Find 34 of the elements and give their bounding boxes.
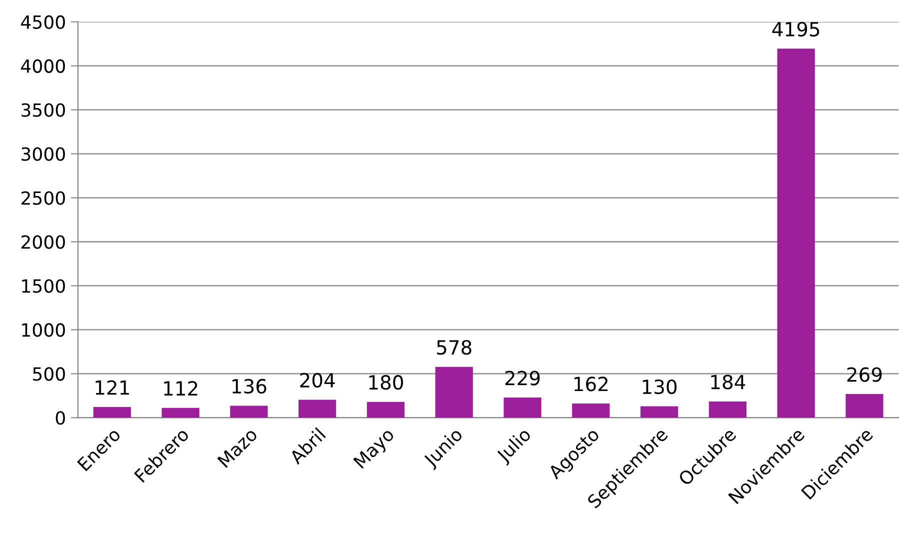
bar (708, 402, 746, 418)
data-label: 136 (232, 378, 266, 394)
y-tick-label: 0 (56, 411, 65, 425)
data-label: 180 (369, 375, 403, 390)
data-label: 4195 (772, 22, 820, 37)
data-label: 578 (437, 340, 472, 355)
bar (366, 402, 405, 418)
bar (435, 366, 473, 418)
bar (93, 407, 131, 418)
bar (846, 394, 884, 418)
bar (572, 403, 610, 418)
data-label: 229 (505, 370, 540, 386)
y-tick-label: 1000 (22, 323, 65, 337)
data-label: 121 (96, 380, 129, 395)
y-tick-label: 4000 (21, 59, 65, 73)
bar (504, 398, 542, 418)
bar (230, 406, 268, 418)
bar (298, 400, 336, 418)
data-label: 269 (847, 367, 882, 382)
y-tick-label: 2500 (22, 191, 65, 205)
y-tick-label: 3500 (22, 103, 65, 117)
y-tick-label: 3000 (22, 147, 65, 161)
bar (640, 406, 678, 418)
data-label: 162 (574, 376, 608, 392)
data-label: 112 (164, 381, 198, 396)
y-tick-label: 4500 (21, 15, 65, 29)
y-tick-label: 500 (33, 367, 65, 381)
bar (777, 48, 815, 418)
bar (162, 408, 200, 418)
data-label: 184 (711, 374, 746, 390)
data-label: 130 (642, 379, 677, 394)
data-label: 204 (300, 372, 335, 388)
y-tick-label: 2000 (22, 235, 65, 249)
y-tick-label: 1500 (22, 279, 65, 293)
